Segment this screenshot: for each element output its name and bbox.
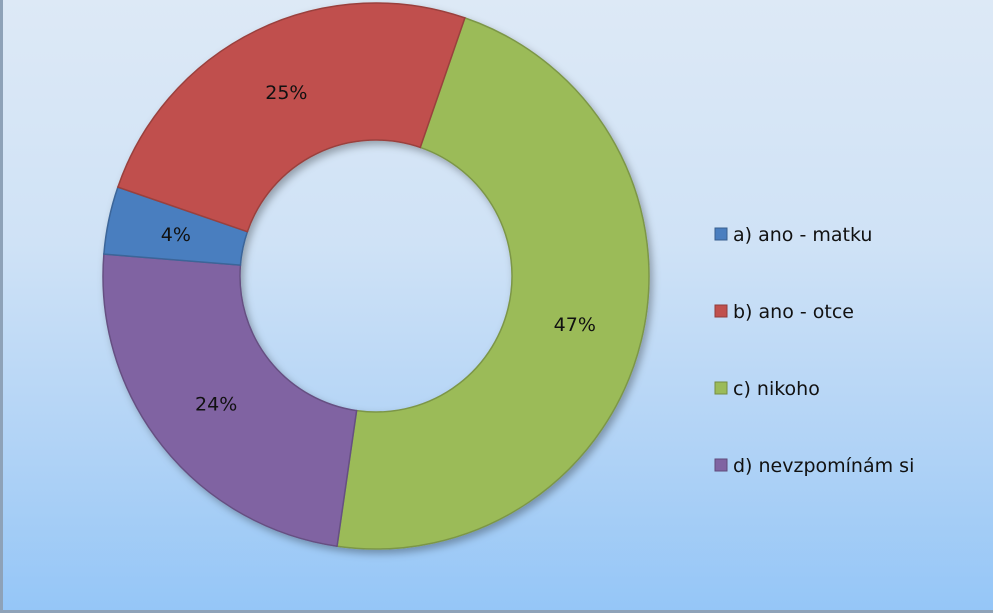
slice-c <box>336 16 650 550</box>
data-label-d: 24% <box>195 394 237 416</box>
legend-label-a: a) ano - matku <box>733 224 872 246</box>
slice-d <box>102 253 358 548</box>
data-labels: 47% 24% 4% 25% <box>161 82 596 415</box>
data-label-b: 25% <box>265 82 307 104</box>
data-label-c: 47% <box>554 314 596 336</box>
doughnut-slices <box>102 2 650 550</box>
legend-swatch-a <box>714 227 728 241</box>
data-label-a: 4% <box>161 224 191 246</box>
legend-label-c: c) nikoho <box>733 378 820 400</box>
slice-b <box>116 2 466 233</box>
legend-label-b: b) ano - otce <box>733 301 854 323</box>
legend-swatch-b <box>714 304 728 318</box>
doughnut-chart: 47% 24% 4% 25% a) ano - matku b) ano - otce c… <box>102 2 914 550</box>
legend-swatch-d <box>714 458 728 472</box>
legend-label-d: d) nevzpomínám si <box>733 455 914 477</box>
legend-swatch-c <box>714 381 728 395</box>
legend: a) ano - matku b) ano - otce c) nikoho d) n… <box>714 224 914 477</box>
